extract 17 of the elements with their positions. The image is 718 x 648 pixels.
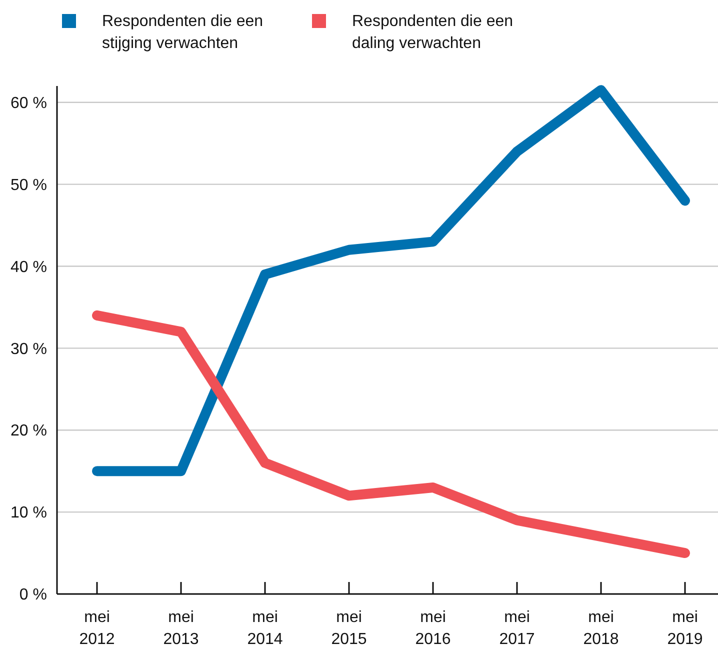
y-tick-label: 0 % — [19, 586, 47, 604]
y-tick-label: 10 % — [10, 504, 47, 522]
y-tick-label: 20 % — [10, 422, 47, 440]
x-tick-label: mei 2012 — [79, 609, 115, 648]
y-tick-label: 30 % — [10, 340, 47, 358]
y-tick-label: 60 % — [10, 94, 47, 112]
legend-label: Respondenten die een daling verwachten — [352, 13, 514, 52]
x-tick-label: mei 2014 — [247, 609, 283, 648]
x-tick-label: mei 2019 — [667, 609, 703, 648]
y-tick-label: 50 % — [10, 176, 47, 194]
x-tick-label: mei 2013 — [163, 609, 199, 648]
x-tick-label: mei 2016 — [415, 609, 451, 648]
x-tick-label: mei 2015 — [331, 609, 367, 648]
legend-label: Respondenten die een stijging verwachten — [102, 13, 264, 52]
x-tick-label: mei 2018 — [583, 609, 619, 648]
y-tick-label: 40 % — [10, 258, 47, 276]
x-tick-label: mei 2017 — [499, 609, 535, 648]
